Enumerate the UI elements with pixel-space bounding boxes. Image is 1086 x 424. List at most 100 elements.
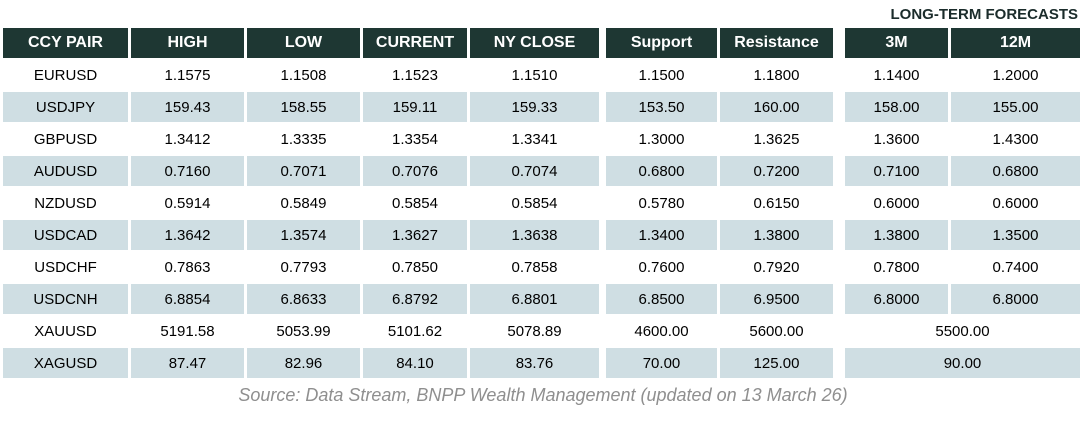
header-3m: 3M [845,28,948,58]
cell-high: 6.8854 [131,284,244,314]
cell-ny-close: 1.3341 [470,124,599,154]
cell-pair: XAUUSD [3,316,128,346]
column-gap [602,284,603,314]
cell-ny-close: 0.5854 [470,188,599,218]
cell-resistance: 5600.00 [720,316,833,346]
cell-resistance: 1.3800 [720,220,833,250]
table-row: GBPUSD 1.3412 1.3335 1.3354 1.3341 1.3000 1.36… [3,124,1080,154]
column-gap [602,252,603,282]
cell-forecast-12m: 0.7400 [951,252,1080,282]
column-gap [602,28,603,58]
cell-support: 1.3400 [606,220,717,250]
cell-pair: GBPUSD [3,124,128,154]
column-gap [836,60,842,90]
cell-support: 6.8500 [606,284,717,314]
cell-forecast-3m: 1.1400 [845,60,948,90]
header-low: LOW [247,28,360,58]
table-row: USDCHF 0.7863 0.7793 0.7850 0.7858 0.7600 0.79… [3,252,1080,282]
header-ny-close: NY CLOSE [470,28,599,58]
column-gap [602,188,603,218]
cell-low: 1.3574 [247,220,360,250]
header-12m: 12M [951,28,1080,58]
cell-ny-close: 0.7858 [470,252,599,282]
cell-low: 158.55 [247,92,360,122]
cell-low: 82.96 [247,348,360,378]
cell-pair: USDCHF [3,252,128,282]
source-note: Source: Data Stream, BNPP Wealth Managem… [238,385,848,405]
cell-high: 5191.58 [131,316,244,346]
cell-support: 0.7600 [606,252,717,282]
column-gap [602,92,603,122]
cell-support: 70.00 [606,348,717,378]
header-current: CURRENT [363,28,467,58]
column-gap [602,316,603,346]
cell-forecast-3m: 158.00 [845,92,948,122]
cell-current: 159.11 [363,92,467,122]
cell-current: 84.10 [363,348,467,378]
column-gap [602,60,603,90]
cell-low: 0.7071 [247,156,360,186]
cell-high: 87.47 [131,348,244,378]
column-gap [836,156,842,186]
long-term-forecasts-label: LONG-TERM FORECASTS [890,6,1079,23]
cell-forecast-3m: 0.6000 [845,188,948,218]
cell-pair: USDCAD [3,220,128,250]
header-high: HIGH [131,28,244,58]
cell-support: 0.5780 [606,188,717,218]
cell-current: 0.7076 [363,156,467,186]
cell-current: 1.3627 [363,220,467,250]
cell-forecast-12m: 1.2000 [951,60,1080,90]
cell-current: 0.7850 [363,252,467,282]
cell-forecast-12m: 1.4300 [951,124,1080,154]
cell-ny-close: 159.33 [470,92,599,122]
cell-forecast-3m: 1.3600 [845,124,948,154]
table-row: AUDUSD 0.7160 0.7071 0.7076 0.7074 0.6800 0.72… [3,156,1080,186]
cell-forecast-3m: 6.8000 [845,284,948,314]
column-gap [602,156,603,186]
cell-ny-close: 83.76 [470,348,599,378]
cell-current: 0.5854 [363,188,467,218]
cell-pair: EURUSD [3,60,128,90]
table-row: XAUUSD 5191.58 5053.99 5101.62 5078.89 4600.0… [3,316,1080,346]
cell-low: 6.8633 [247,284,360,314]
cell-support: 0.6800 [606,156,717,186]
cell-resistance: 0.7920 [720,252,833,282]
table-row: NZDUSD 0.5914 0.5849 0.5854 0.5854 0.5780 0.61… [3,188,1080,218]
column-gap [836,316,842,346]
cell-high: 0.7160 [131,156,244,186]
column-gap [836,348,842,378]
cell-forecast-3m: 0.7100 [845,156,948,186]
table-row: USDCNH 6.8854 6.8633 6.8792 6.8801 6.8500 6.95… [3,284,1080,314]
cell-resistance: 1.3625 [720,124,833,154]
header-support: Support [606,28,717,58]
cell-resistance: 1.1800 [720,60,833,90]
cell-high: 0.7863 [131,252,244,282]
cell-support: 1.1500 [606,60,717,90]
cell-ny-close: 0.7074 [470,156,599,186]
cell-pair: USDCNH [3,284,128,314]
cell-forecast-12m: 1.3500 [951,220,1080,250]
cell-resistance: 0.7200 [720,156,833,186]
column-gap [602,220,603,250]
cell-forecast-12m: 155.00 [951,92,1080,122]
cell-pair: XAGUSD [3,348,128,378]
header-row: CCY PAIR HIGH LOW CURRENT NY CLOSE Suppo… [3,28,1080,58]
cell-high: 1.3412 [131,124,244,154]
cell-low: 0.5849 [247,188,360,218]
cell-low: 0.7793 [247,252,360,282]
cell-forecast-12m: 0.6000 [951,188,1080,218]
header-ccy-pair: CCY PAIR [3,28,128,58]
cell-high: 0.5914 [131,188,244,218]
table-row: XAGUSD 87.47 82.96 84.10 83.76 70.00 125.00 90.… [3,348,1080,378]
cell-current: 1.1523 [363,60,467,90]
cell-high: 1.1575 [131,60,244,90]
cell-ny-close: 1.3638 [470,220,599,250]
column-gap [836,188,842,218]
cell-resistance: 6.9500 [720,284,833,314]
column-gap [836,252,842,282]
table-row: EURUSD 1.1575 1.1508 1.1523 1.1510 1.1500 1.18… [3,60,1080,90]
table-row: USDJPY 159.43 158.55 159.11 159.33 153.50 160.… [3,92,1080,122]
cell-high: 1.3642 [131,220,244,250]
cell-high: 159.43 [131,92,244,122]
